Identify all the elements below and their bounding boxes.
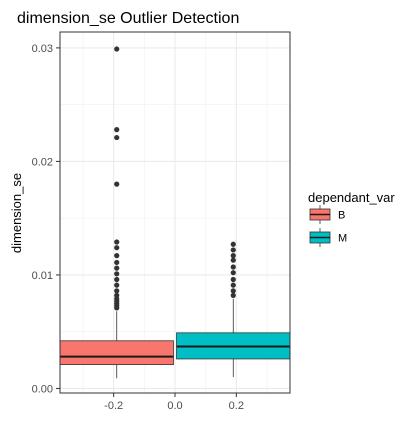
box-group-m <box>176 241 291 378</box>
outlier-point-m <box>230 241 236 247</box>
legend-item-b: B <box>308 205 345 224</box>
legend-label-b: B <box>338 210 345 222</box>
legend: dependant_var BM <box>308 190 395 247</box>
outlier-point-b <box>114 239 120 245</box>
outlier-point-m <box>230 292 236 298</box>
outlier-point-m <box>230 270 236 276</box>
outlier-point-b <box>114 259 120 266</box>
y-tick-label: 0.01 <box>32 270 53 282</box>
outlier-point-b <box>114 271 120 277</box>
outlier-point-m <box>230 276 236 283</box>
x-tick-label: -0.2 <box>104 400 123 412</box>
box-b <box>59 340 174 366</box>
y-tick-label: 0.00 <box>32 383 53 395</box>
y-axis-label: dimension_se <box>9 173 24 253</box>
plot-area: 0.00 0.01 0.02 0.03 -0.2 0.0 0.2 <box>32 31 291 412</box>
legend-item-m: M <box>308 228 347 247</box>
outlier-point-m <box>230 282 236 288</box>
outlier-point-b <box>114 292 120 298</box>
legend-title: dependant_var <box>308 190 395 205</box>
chart-title: dimension_se Outlier Detection <box>17 10 239 27</box>
y-tick-label: 0.02 <box>32 156 53 168</box>
outlier-point-b <box>114 282 120 288</box>
outlier-point-b <box>114 253 120 259</box>
outlier-point-b <box>114 288 120 294</box>
outlier-point-b <box>114 276 120 283</box>
x-tick-label: 0.2 <box>229 400 244 412</box>
outlier-point-m <box>230 247 236 253</box>
outlier-point-b <box>114 127 120 133</box>
outlier-point-b <box>114 245 120 251</box>
outlier-point-b <box>114 46 120 52</box>
outlier-point-b <box>114 265 120 271</box>
plot-border <box>59 31 291 394</box>
outlier-point-m <box>230 253 236 259</box>
outlier-point-m <box>230 264 236 270</box>
outlier-point-m <box>230 257 236 263</box>
legend-label-m: M <box>338 233 347 245</box>
y-tick-label: 0.03 <box>32 43 53 55</box>
outlier-point-b <box>114 181 120 187</box>
outlier-point-b <box>114 134 120 141</box>
outlier-point-m <box>230 288 236 294</box>
box-group-b <box>59 46 174 379</box>
x-tick-label: 0.0 <box>167 400 182 412</box>
